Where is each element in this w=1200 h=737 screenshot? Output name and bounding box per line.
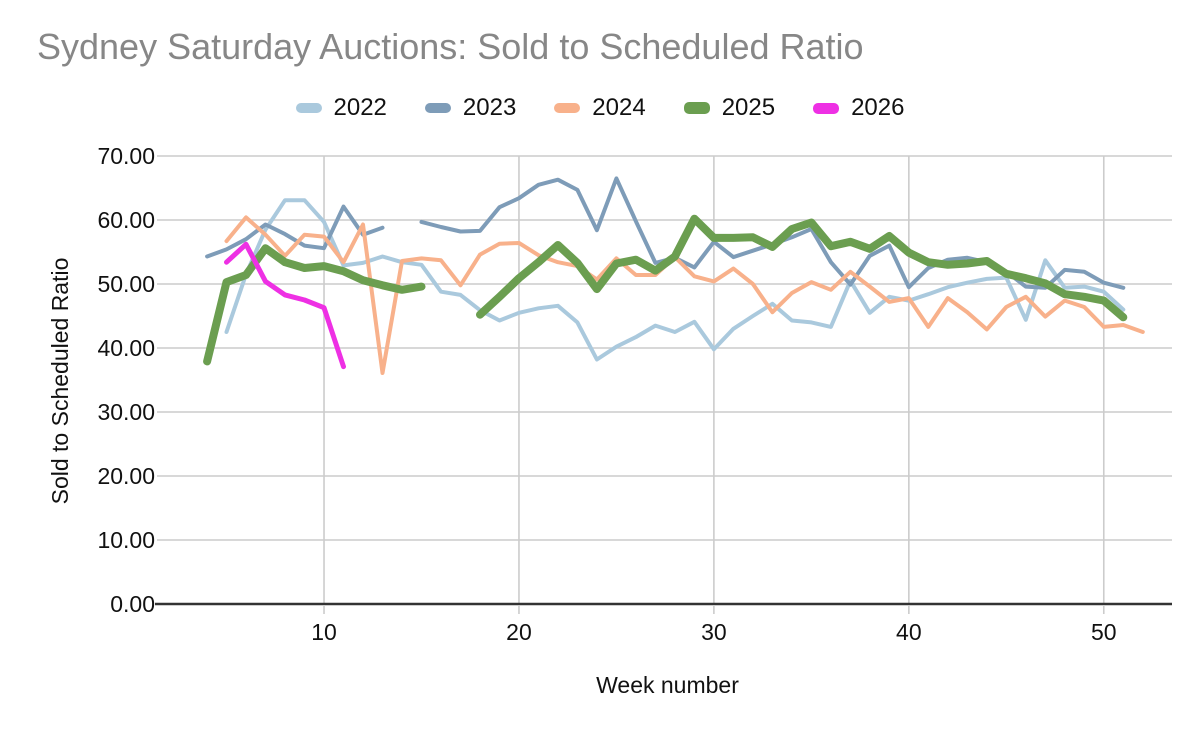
x-tick-label: 30 <box>701 619 727 645</box>
legend-label: 2022 <box>333 94 387 121</box>
legend-item-2026[interactable]: 2026 <box>813 94 904 122</box>
series-line-2023[interactable] <box>205 204 385 259</box>
y-tick-label: 20.00 <box>97 463 155 489</box>
y-tick-label: 10.00 <box>97 527 155 553</box>
chart-title: Sydney Saturday Auctions: Sold to Schedu… <box>37 26 864 67</box>
legend-swatch-2025 <box>683 102 710 114</box>
legend-swatch-2023 <box>424 103 451 113</box>
legend-item-2022[interactable]: 2022 <box>295 94 387 122</box>
legend-swatch-2024 <box>554 103 581 113</box>
y-tick-label: 60.00 <box>97 207 155 233</box>
y-tick-label: 70.00 <box>97 143 155 169</box>
series-line-2026[interactable] <box>224 241 346 370</box>
y-tick-label: 30.00 <box>97 399 155 425</box>
series-line-2025[interactable] <box>203 244 426 366</box>
chart-legend: 2022 2023 2024 2025 2026 <box>0 94 1200 122</box>
x-axis-title: Week number <box>596 672 739 698</box>
legend-swatch-2026 <box>813 102 840 114</box>
y-tick-label: 0.00 <box>110 591 155 617</box>
series-line-2024[interactable] <box>224 215 1145 375</box>
legend-label: 2023 <box>462 94 517 121</box>
legend-item-2025[interactable]: 2025 <box>683 94 776 122</box>
legend-item-2024[interactable]: 2024 <box>554 94 646 122</box>
legend-label: 2025 <box>721 94 776 121</box>
x-tick-label: 20 <box>506 619 532 645</box>
x-tick-label: 50 <box>1090 619 1117 645</box>
legend-swatch-2022 <box>295 103 322 113</box>
series-line-2025[interactable] <box>476 214 1128 322</box>
legend-label: 2024 <box>592 94 646 121</box>
series-line-2022[interactable] <box>224 198 1126 362</box>
y-tick-label: 40.00 <box>97 335 155 361</box>
x-tick-label: 40 <box>896 619 922 645</box>
legend-item-2023[interactable]: 2023 <box>424 94 517 122</box>
legend-label: 2026 <box>851 94 905 121</box>
y-tick-label: 50.00 <box>97 271 155 297</box>
x-tick-label: 10 <box>311 619 337 645</box>
